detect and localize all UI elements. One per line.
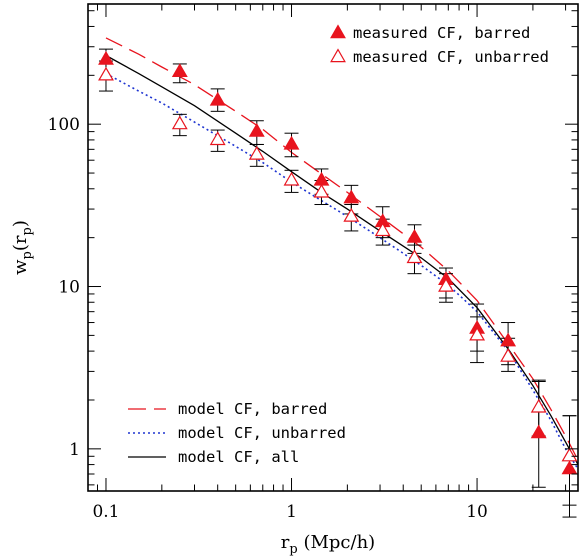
x-title-sub: p <box>289 542 297 556</box>
plot-frame <box>87 3 579 492</box>
point-unbarred <box>343 207 360 222</box>
y-axis-title: wp(rp) <box>10 220 35 275</box>
y-title-main: w <box>10 259 31 275</box>
point-unbarred <box>530 398 547 413</box>
point-unbarred <box>374 222 391 237</box>
model-curve-model_barred <box>105 37 579 461</box>
y-title-mid: (r <box>10 235 31 251</box>
x-tick-label: 10 <box>466 502 488 522</box>
point-barred <box>283 135 300 150</box>
y-tick-label: 100 <box>48 115 80 135</box>
point-unbarred <box>98 66 114 81</box>
model-curves <box>105 37 579 470</box>
x-tick-label: 0.1 <box>92 502 119 522</box>
legend-label-unbarred: measured CF, unbarred <box>353 48 549 66</box>
point-barred <box>248 122 265 137</box>
axis-ticks <box>87 4 578 491</box>
point-unbarred <box>209 131 226 146</box>
legend-label-model_unbarred: model CF, unbarred <box>178 424 346 442</box>
y-tick-label: 10 <box>58 278 80 298</box>
point-barred <box>313 171 330 186</box>
y-title-sub1: p <box>20 251 35 259</box>
point-barred <box>530 424 547 439</box>
x-title-main: r <box>281 532 290 553</box>
legend-label-model_all: model CF, all <box>178 448 299 466</box>
point-barred <box>500 332 517 347</box>
legend-label-model_barred: model CF, barred <box>178 400 327 418</box>
legend-marker-unbarred <box>330 48 346 63</box>
point-unbarred <box>248 145 265 160</box>
point-barred <box>561 460 578 475</box>
point-barred <box>209 91 226 106</box>
y-title-end: ) <box>10 220 31 227</box>
point-unbarred <box>500 347 517 362</box>
point-barred <box>98 50 114 65</box>
point-unbarred <box>313 183 330 198</box>
point-unbarred <box>561 447 578 462</box>
point-unbarred <box>469 326 486 341</box>
point-unbarred <box>171 115 188 130</box>
model-curve-model_unbarred <box>105 72 579 470</box>
point-barred <box>406 228 423 243</box>
point-barred <box>171 63 188 78</box>
x-axis-title: rp (Mpc/h) <box>281 532 375 556</box>
legend-label-barred: measured CF, barred <box>353 24 530 42</box>
legend-marker-barred <box>330 24 346 39</box>
model-curve-model_all <box>105 54 579 465</box>
point-unbarred <box>438 277 454 292</box>
measured-points <box>98 48 578 518</box>
point-unbarred <box>406 249 423 264</box>
x-title-unit: (Mpc/h) <box>298 532 375 553</box>
x-tick-label: 1 <box>286 502 297 522</box>
legend-model: model CF, barred model CF, unbarred model … <box>128 400 346 466</box>
point-unbarred <box>283 171 300 186</box>
legend-measured: measured CF, barred measured CF, unbarred <box>330 24 549 66</box>
point-barred <box>343 189 360 204</box>
y-title-sub2: p <box>20 227 35 235</box>
y-tick-label: 1 <box>69 440 80 460</box>
tick-labels: 0.1 1 10 1 10 100 <box>48 115 488 522</box>
